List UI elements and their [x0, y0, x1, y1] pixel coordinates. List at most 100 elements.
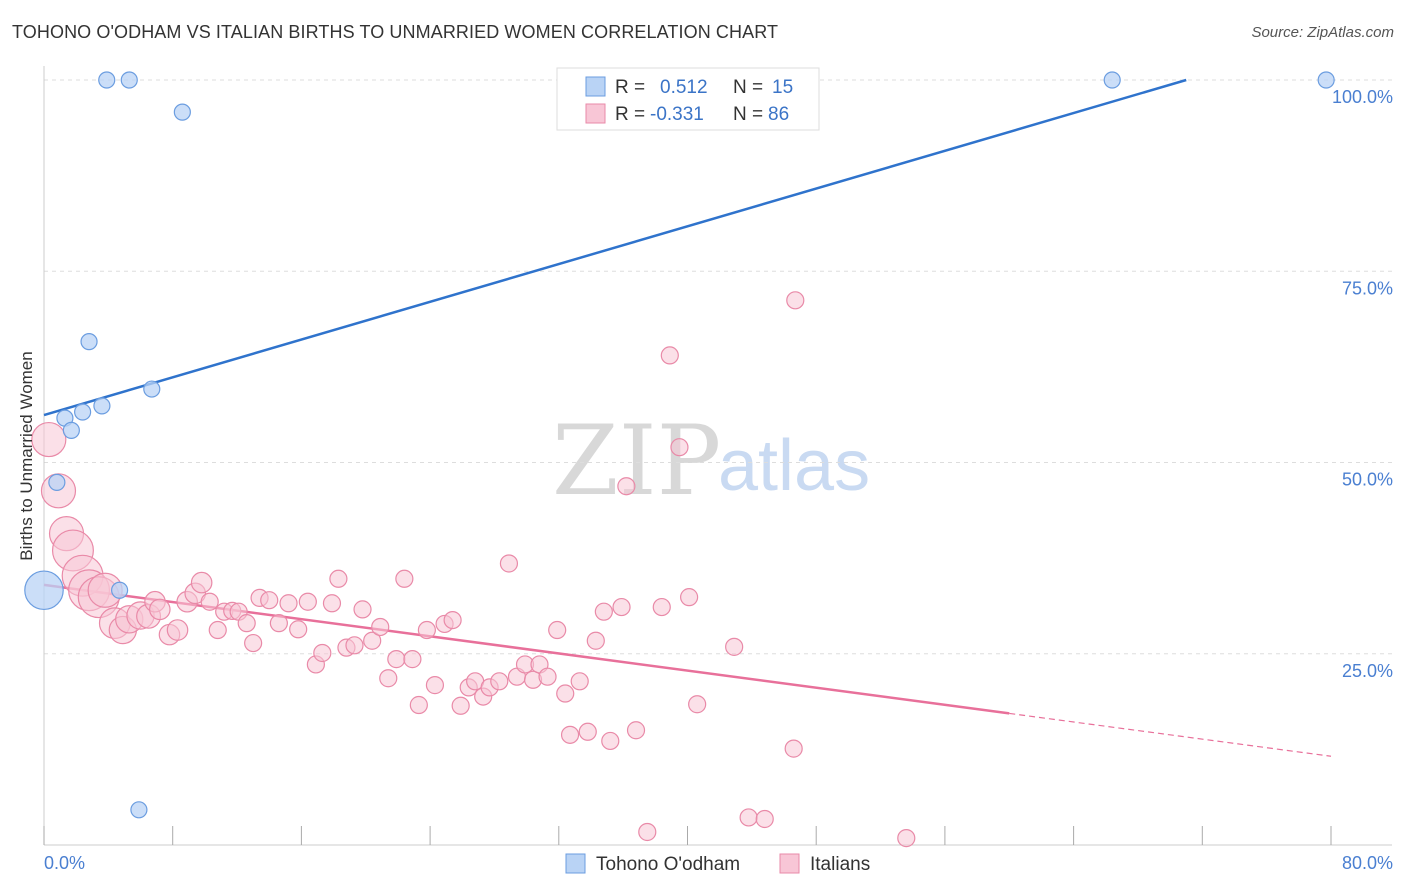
point-tohono	[1103, 71, 1121, 89]
legend-r-label-1: R =	[615, 77, 645, 98]
point-italians	[652, 597, 671, 617]
legend-bottom-label-tohono: Tohono O'odham	[596, 854, 740, 875]
point-italians	[403, 650, 422, 669]
point-italians	[425, 676, 445, 695]
data-points	[24, 71, 1335, 848]
y-tick-label: 75.0%	[1342, 278, 1393, 298]
point-italians	[586, 631, 605, 650]
legend-n-label-1: N =	[733, 77, 763, 98]
point-italians	[279, 594, 298, 613]
point-italians	[371, 617, 390, 637]
point-italians	[244, 633, 263, 653]
y-tick-label: 100.0%	[1332, 87, 1393, 107]
point-italians	[538, 667, 557, 686]
point-italians	[260, 591, 279, 610]
point-italians	[31, 421, 67, 458]
point-italians	[451, 696, 470, 715]
point-italians	[443, 610, 462, 630]
point-italians	[688, 695, 707, 714]
point-italians	[556, 684, 575, 703]
point-tohono	[80, 333, 98, 351]
point-tohono	[1317, 71, 1335, 89]
point-italians	[670, 438, 689, 457]
point-italians	[601, 731, 620, 751]
x-tick-label-max: 80.0%	[1342, 853, 1393, 873]
point-tohono	[120, 71, 138, 89]
point-italians	[570, 672, 589, 691]
point-italians	[166, 619, 189, 641]
point-italians	[379, 669, 398, 688]
point-italians	[680, 588, 699, 607]
x-tick-label-min: 0.0%	[44, 853, 85, 873]
point-italians	[755, 809, 774, 829]
legend-r-value-1: 0.512	[660, 77, 708, 98]
point-italians	[626, 721, 646, 740]
point-italians	[190, 571, 213, 594]
point-tohono	[173, 103, 191, 121]
point-tohono	[130, 801, 148, 819]
legend-n-value-1: 15	[772, 77, 793, 98]
point-italians	[638, 822, 657, 842]
point-italians	[594, 602, 613, 621]
source-credit: Source: ZipAtlas.com	[1251, 24, 1394, 41]
point-tohono	[93, 397, 111, 415]
point-italians	[237, 614, 256, 633]
legend-r-label-2: R =	[615, 104, 645, 125]
point-tohono	[74, 403, 92, 421]
point-tohono	[143, 380, 161, 398]
legend-bottom: Tohono O'odham Italians	[565, 853, 870, 875]
point-italians	[499, 554, 519, 573]
point-italians	[409, 695, 428, 715]
point-italians	[784, 739, 803, 758]
chart-title: TOHONO O'ODHAM VS ITALIAN BIRTHS TO UNMA…	[12, 22, 779, 42]
watermark-zip: ZIP	[552, 405, 721, 517]
point-italians	[149, 598, 171, 621]
point-italians	[345, 636, 364, 655]
point-italians	[725, 637, 744, 656]
point-italians	[289, 620, 308, 639]
legend-top: R = 0.512 N = 15 R = -0.331 N = 86	[556, 67, 820, 131]
point-tohono	[98, 71, 116, 89]
legend-bottom-swatch-italians	[779, 853, 800, 874]
point-italians	[660, 346, 679, 365]
point-tohono	[111, 581, 129, 599]
point-italians	[353, 600, 372, 619]
trend-line-italians-extrapolated	[1009, 712, 1332, 757]
point-italians	[322, 594, 342, 613]
point-italians	[200, 592, 219, 611]
watermark-atlas: atlas	[718, 426, 870, 506]
point-tohono	[24, 570, 64, 611]
legend-n-label-2: N =	[733, 104, 763, 125]
point-italians	[298, 592, 317, 611]
legend-bottom-label-italians: Italians	[810, 854, 870, 875]
legend-swatch-italians	[585, 103, 606, 124]
point-italians	[208, 620, 227, 640]
legend-bottom-swatch-tohono	[565, 853, 586, 874]
point-italians	[313, 643, 332, 663]
point-italians	[560, 725, 580, 744]
point-italians	[387, 650, 406, 669]
point-italians	[490, 672, 509, 691]
point-italians	[417, 620, 436, 640]
trend-line-tohono	[43, 78, 1187, 417]
y-tick-label: 25.0%	[1342, 661, 1393, 681]
point-italians	[578, 722, 597, 741]
y-tick-label: 50.0%	[1342, 470, 1393, 490]
point-italians	[329, 569, 348, 588]
point-italians	[739, 808, 758, 827]
point-tohono	[62, 421, 80, 439]
point-italians	[395, 569, 414, 588]
legend-n-value-2: 86	[768, 104, 789, 125]
y-tick-labels: 25.0% 50.0% 75.0% 100.0%	[1332, 87, 1393, 681]
grid-lines	[44, 79, 1392, 655]
legend-swatch-tohono	[585, 76, 606, 97]
point-tohono	[48, 473, 66, 491]
legend-r-value-2: -0.331	[650, 104, 704, 125]
point-italians	[363, 631, 382, 650]
point-italians	[786, 291, 805, 310]
point-italians	[897, 829, 916, 848]
point-italians	[617, 477, 636, 496]
point-italians	[548, 620, 567, 640]
y-axis-label: Births to Unmarried Women	[17, 351, 36, 560]
